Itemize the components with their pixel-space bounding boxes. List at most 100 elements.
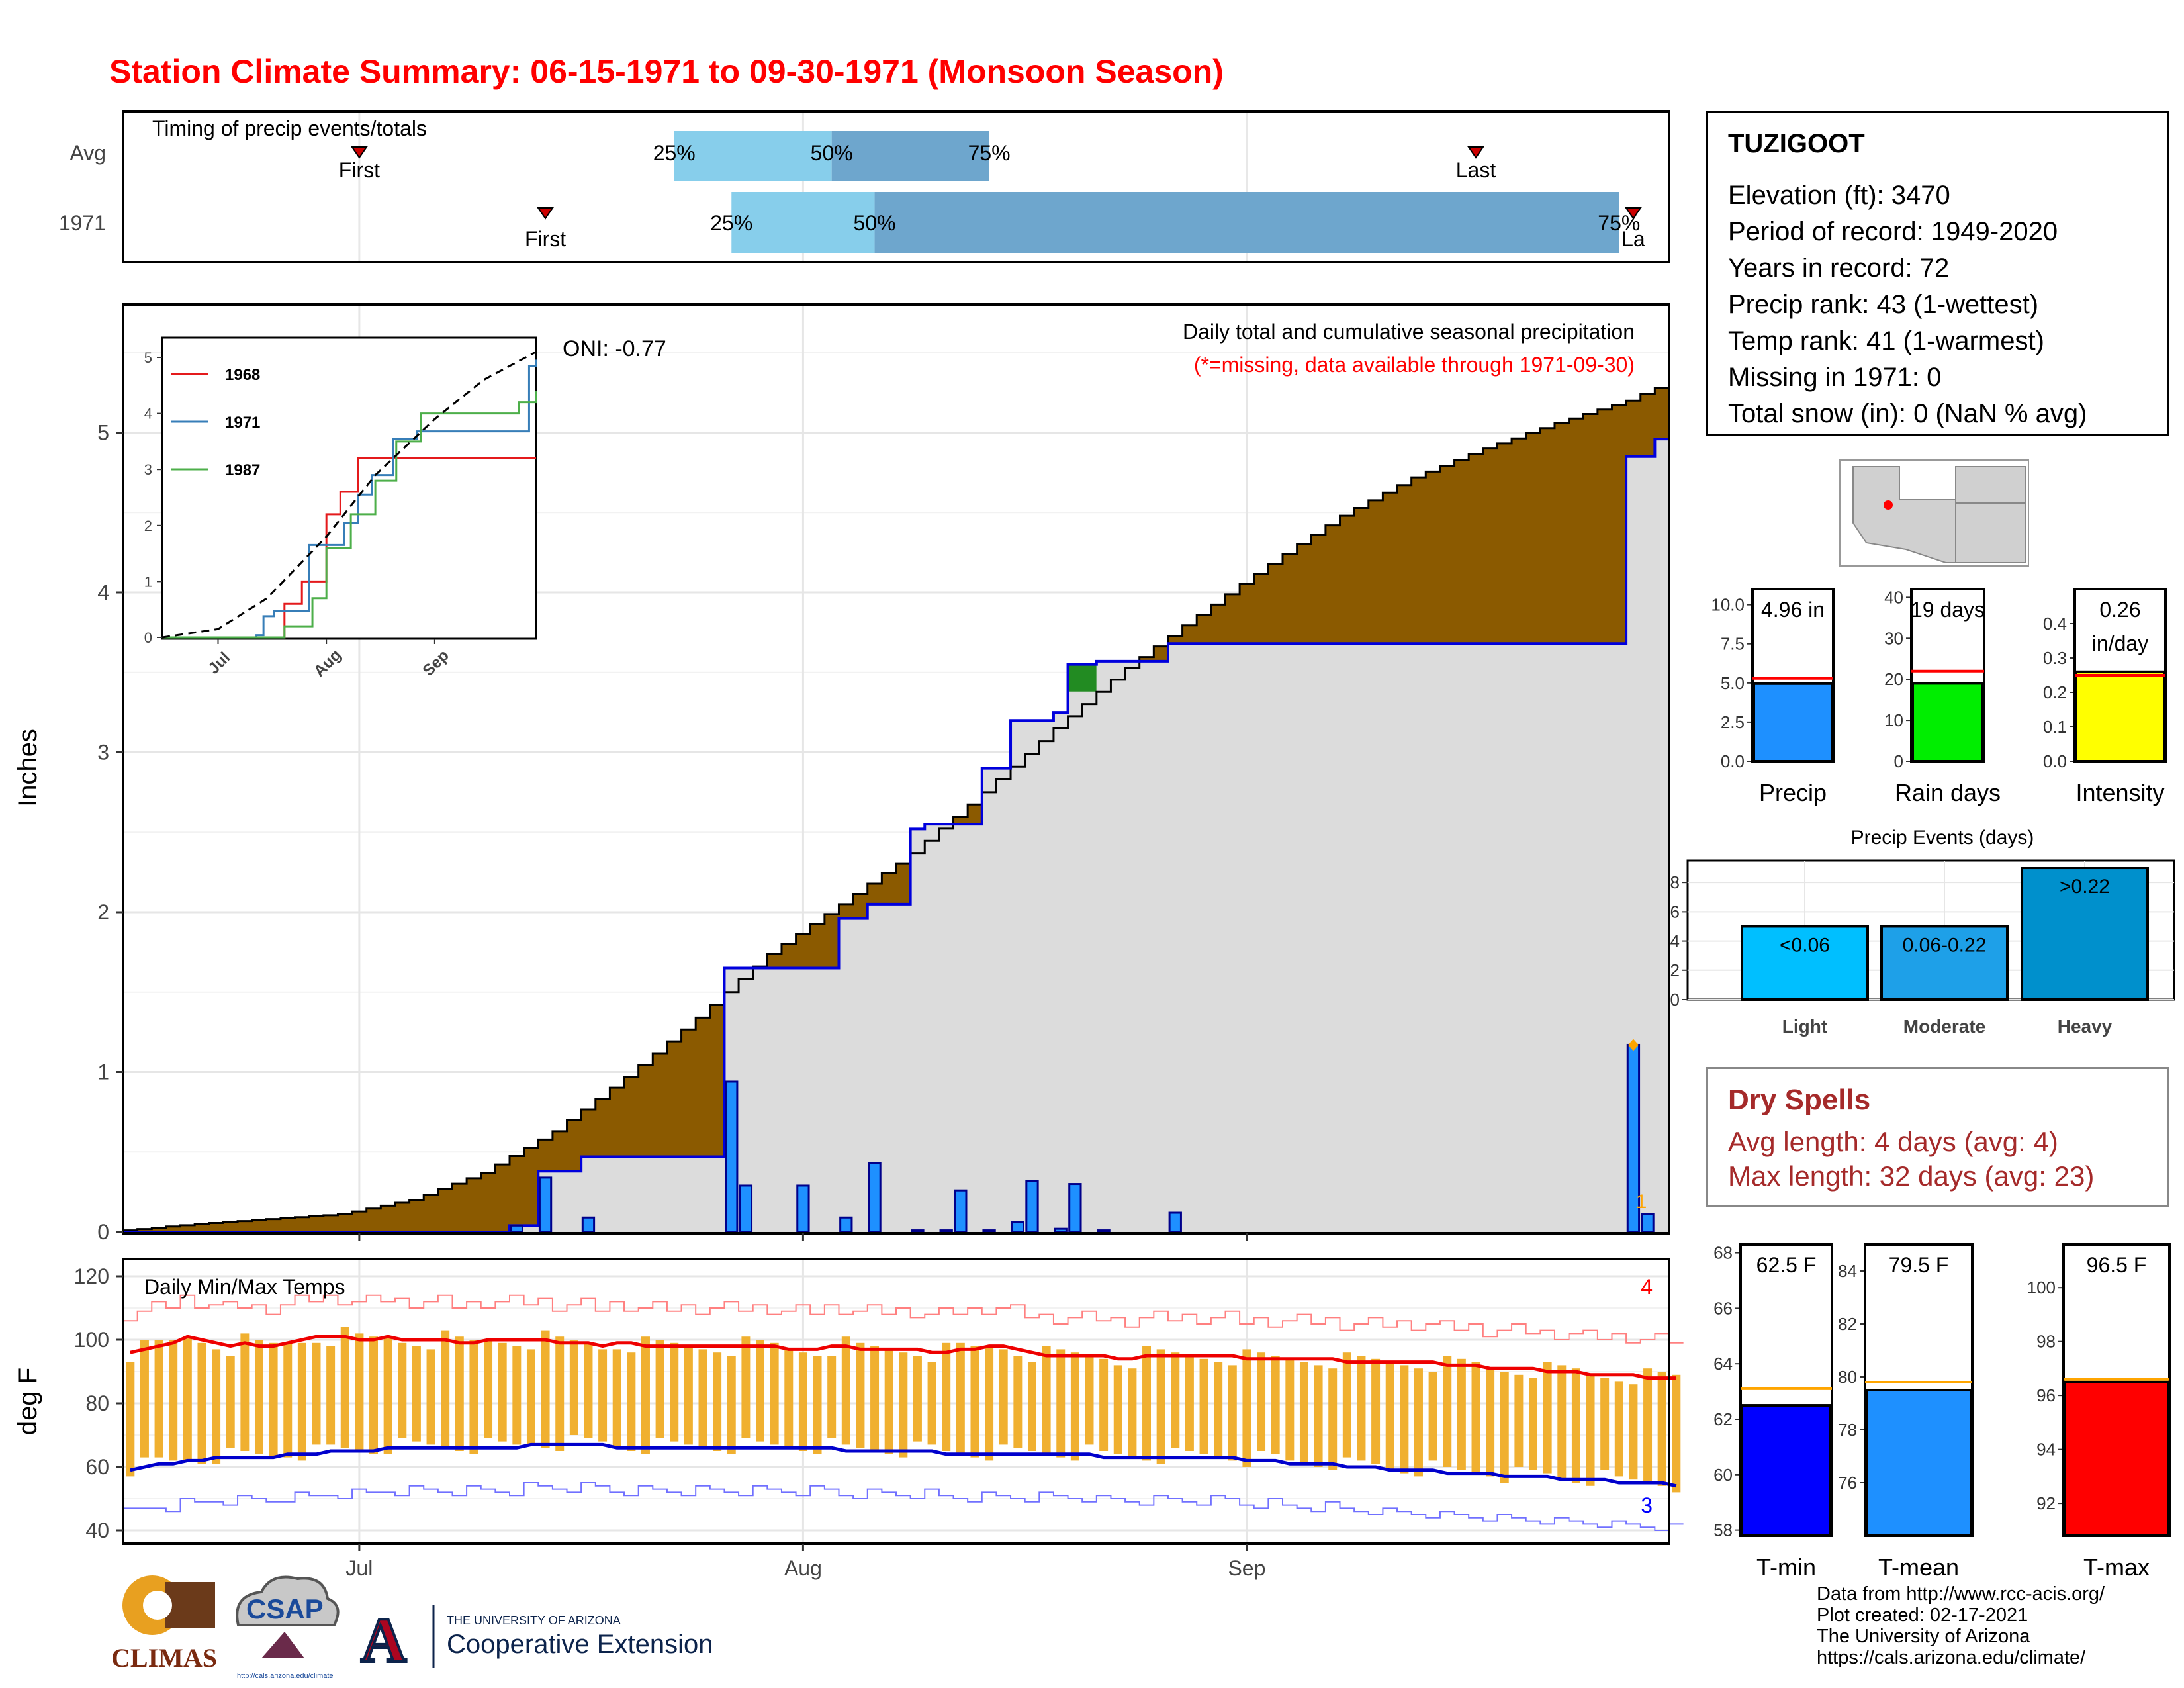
events-bar-moderate: [1880, 925, 2009, 1001]
events-bar-inner-light: <0.06: [1780, 934, 1830, 956]
date-x-axis: Jul Aug Sep: [345, 1544, 1265, 1580]
station-location-dot: [1884, 500, 1893, 510]
daily-precip-bar-0: [510, 1224, 523, 1233]
station-elevation: Elevation (ft): 3470: [1728, 181, 1950, 210]
daily-temp-bar-67: [1085, 1356, 1094, 1445]
temp-y-axis: 40 60 80 100 120: [74, 1264, 123, 1542]
events-bar-inner-moderate: 0.06-0.22: [1903, 934, 1987, 956]
logos: CLIMAS CSAP http://cals.arizona.edu/clim…: [111, 1575, 713, 1680]
daily-temp-bar-87: [1371, 1358, 1381, 1464]
temp-summary-charts: 58 60 62 64 66 68 62.5 F T-min 76 78 80 82 84 79.5 F T…: [1713, 1243, 2171, 1581]
timing-pct25-avg: 25%: [653, 141, 696, 165]
precip-y-tick-label-1: 1: [97, 1060, 109, 1084]
timing-row-avg-label: Avg: [69, 141, 106, 165]
daily-temp-bar-55: [913, 1356, 922, 1442]
daily-temp-bar-43: [741, 1336, 751, 1438]
timing-pct50-avg: 50%: [811, 141, 853, 165]
daily-temp-bar-89: [1400, 1365, 1409, 1474]
inset-y-tick-label-2: 2: [144, 518, 152, 534]
daily-temp-bar-7: [226, 1356, 235, 1448]
temp-t-mean-tick-label-3: 82: [1838, 1314, 1857, 1334]
daily-temp-bar-91: [1428, 1372, 1437, 1461]
daily-temp-bar-41: [713, 1352, 722, 1451]
daily-temp-bar-73: [1171, 1352, 1180, 1448]
daily-temp-bar-108: [1672, 1374, 1681, 1493]
temp-t-min-tick-label-5: 68: [1713, 1243, 1733, 1263]
events-tick-label-4: 8: [1670, 872, 1680, 892]
daily-temp-bar-11: [283, 1342, 293, 1458]
daily-temp-bar-26: [498, 1342, 507, 1442]
inset-y-tick-label-4: 4: [144, 406, 152, 422]
temp-t-max-tick-label-2: 96: [2036, 1385, 2056, 1405]
state-borders: [1899, 467, 2025, 563]
daily-temp-bar-77: [1228, 1365, 1237, 1461]
ua-line1: THE UNIVERSITY OF ARIZONA: [447, 1614, 621, 1627]
temp-t-max-tick-label-3: 98: [2036, 1332, 2056, 1352]
daily-temp-bar-59: [970, 1346, 979, 1458]
station-years: Years in record: 72: [1728, 254, 1950, 283]
timing-first-marker-avg: [350, 146, 368, 159]
dry-spells-max: Max length: 32 days (avg: 23): [1728, 1160, 2095, 1192]
summary-intensity-tick-label-2: 0.2: [2043, 682, 2067, 702]
precip-frame: [122, 303, 1670, 1235]
cumulative-1971-area: [123, 439, 1669, 1233]
daily-temp-bar-83: [1314, 1365, 1323, 1467]
summary-rain-days-tick-label-3: 30: [1884, 628, 1903, 648]
daily-temp-bar-22: [441, 1330, 450, 1448]
average-low-line: [130, 1442, 1677, 1488]
temp-t-max-value-label: 96.5 F: [2087, 1253, 2147, 1277]
oni-text: ONI: -0.77: [563, 336, 666, 361]
daily-temp-bar-106: [1643, 1368, 1653, 1483]
timing-row-1971-label: 1971: [59, 211, 106, 235]
temp-series: [123, 1294, 1684, 1531]
daily-temp-bar-9: [254, 1340, 263, 1454]
climas-logo: CLIMAS: [111, 1575, 217, 1673]
temp-t-min-tick-label-3: 64: [1713, 1354, 1733, 1374]
daily-temp-bar-68: [1099, 1358, 1109, 1451]
daily-temp-bar-0: [126, 1362, 135, 1477]
daily-temp-bar-65: [1056, 1349, 1066, 1458]
temp-t-mean-tick-label-1: 78: [1838, 1420, 1857, 1440]
temp-y-label: deg F: [13, 1368, 42, 1435]
temp-t-max-value-bar: [2064, 1380, 2169, 1538]
daily-temp-bar-14: [326, 1346, 336, 1445]
daily-precip-bar-12: [1011, 1221, 1025, 1233]
daily-precip-bar-3: [725, 1080, 739, 1233]
temp-t-max-tick-label-0: 92: [2036, 1493, 2056, 1513]
credit-data-source: Data from http://www.rcc-acis.org/: [1817, 1583, 2105, 1605]
daily-temp-bar-76: [1214, 1362, 1223, 1458]
temp-y-tick-label-3: 100: [74, 1328, 109, 1352]
temp-y-tick-label-0: 40: [85, 1519, 109, 1542]
csap-cloud: [236, 1575, 340, 1626]
summary-precip-value-label: 4.96 in: [1761, 598, 1825, 622]
climas-wordmark: CLIMAS: [111, 1643, 217, 1673]
precip-y-tick-label-2: 2: [97, 900, 109, 924]
station-precip-rank: Precip rank: 43 (1-wettest): [1728, 290, 2039, 319]
daily-temp-bar-35: [627, 1352, 636, 1451]
x-tick-label-0: Jul: [345, 1556, 373, 1580]
record-low-line: [123, 1482, 1684, 1531]
daily-temp-bar-84: [1328, 1368, 1338, 1470]
daily-precip-bar-9: [939, 1229, 953, 1233]
dry-spells-avg: Avg length: 4 days (avg: 4): [1728, 1126, 2058, 1157]
daily-temp-bar-78: [1242, 1349, 1251, 1467]
temp-t-mean-tick-label-4: 84: [1838, 1261, 1857, 1281]
daily-temp-bar-104: [1614, 1381, 1623, 1477]
csap-logo: CSAP http://cals.arizona.edu/climate: [236, 1575, 340, 1680]
hot-count: 4: [1641, 1275, 1653, 1299]
temp-t-max-tick-label-4: 100: [2027, 1278, 2056, 1297]
daily-precip-bar-15: [1068, 1183, 1082, 1233]
daily-temp-bar-56: [927, 1362, 936, 1445]
timing-first-marker-y1971: [537, 207, 554, 220]
daily-temp-bar-1: [140, 1340, 149, 1458]
timing-last-label-y1971: La: [1621, 227, 1645, 251]
inset-legend-label-1968: 1968: [225, 366, 260, 384]
daily-temp-bar-63: [1027, 1362, 1036, 1451]
temp-t-mean-tick-label-2: 80: [1838, 1367, 1857, 1387]
daily-temp-bar-20: [412, 1346, 421, 1442]
daily-temp-bar-17: [369, 1336, 379, 1454]
precip-y-tick-label-4: 4: [97, 581, 109, 604]
daily-precip-bar-5: [796, 1184, 810, 1233]
daily-temp-bar-99: [1543, 1362, 1552, 1474]
